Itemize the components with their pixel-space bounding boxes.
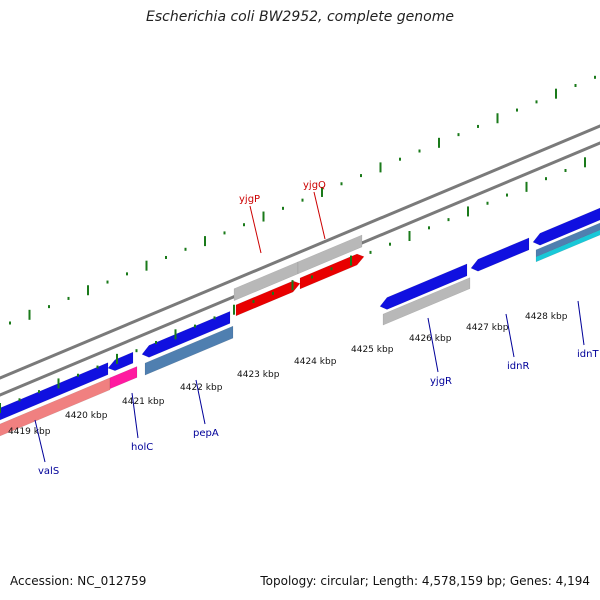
- scale-label: 4419 kbp: [8, 427, 51, 437]
- leader-line: [195, 379, 206, 425]
- gene-bar-holC: [109, 366, 138, 390]
- gene-bar-valS-rna: [0, 377, 111, 437]
- genome-title: Escherichia coli BW2952, complete genome: [146, 9, 454, 25]
- gene-bar-idnT-cyan: [535, 229, 600, 263]
- scale-label: 4427 kbp: [466, 323, 509, 333]
- gene-labels: yjgP yjgQ valS holC pepA yjgR idnR idnT: [34, 180, 599, 477]
- backbone-line: [0, 124, 600, 380]
- gene-label-reverse: yjgR: [430, 376, 452, 387]
- scale-label: 4423 kbp: [237, 370, 280, 380]
- gene-bar-yjgP: [235, 280, 301, 317]
- gene-tracks: [0, 207, 600, 437]
- gene-label-reverse: idnT: [577, 349, 599, 360]
- leader-line: [313, 191, 326, 240]
- gene-bar-yjgR-shadow: [382, 277, 471, 326]
- gene-label-reverse: idnR: [507, 361, 529, 372]
- leader-line: [34, 419, 46, 463]
- gene-bar-idnT-steel: [535, 222, 600, 258]
- genome-summary: Topology: circular; Length: 4,578,159 bp…: [260, 574, 590, 588]
- gene-bar-pepA: [141, 311, 231, 358]
- gene-label-reverse: valS: [38, 466, 59, 477]
- gene-bar-pepA-steel: [144, 325, 234, 376]
- gene-bar-idnT: [532, 207, 600, 246]
- gene-bar-holC-top: [107, 351, 134, 371]
- gene-bar-yjgQ-shadow: [297, 234, 363, 275]
- scale-label: 4425 kbp: [351, 345, 394, 355]
- leader-line: [505, 313, 515, 358]
- scale-labels: 4419 kbp 4420 kbp 4421 kbp 4422 kbp 4423 kbp…: [8, 312, 568, 437]
- inner-tick-track: [0, 157, 586, 413]
- scale-label: 4421 kbp: [122, 397, 165, 407]
- scale-label: 4428 kbp: [525, 312, 568, 322]
- outer-tick-track: [9, 75, 596, 325]
- gene-bar-yjgR: [379, 263, 468, 310]
- scale-label: 4426 kbp: [409, 334, 452, 344]
- leader-line: [249, 205, 262, 254]
- scale-label: 4424 kbp: [294, 357, 337, 367]
- gene-label-forward: yjgP: [239, 194, 260, 205]
- scale-label: 4420 kbp: [65, 411, 108, 421]
- gene-label-reverse: pepA: [193, 428, 219, 439]
- gene-label-forward: yjgQ: [303, 180, 326, 191]
- gene-bar-valS: [0, 362, 109, 421]
- gene-bar-idnR: [470, 237, 530, 272]
- gene-bar-yjgQ: [299, 253, 365, 290]
- gene-label-reverse: holC: [131, 442, 153, 453]
- accession-label: Accession: NC_012759: [10, 574, 147, 588]
- scale-label: 4422 kbp: [180, 383, 223, 393]
- leader-line: [577, 300, 585, 346]
- leader-line: [427, 317, 439, 373]
- leader-line: [131, 392, 139, 439]
